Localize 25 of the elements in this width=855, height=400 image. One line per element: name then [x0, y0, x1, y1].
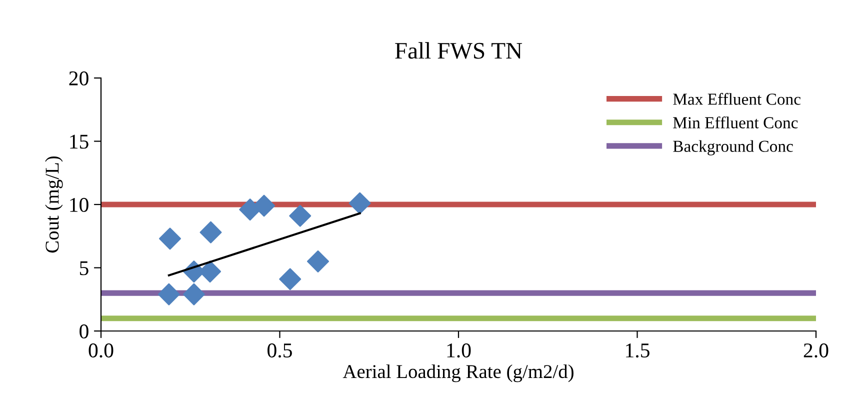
point — [253, 194, 276, 217]
point — [158, 283, 180, 306]
chart-title: Fall FWS TN — [395, 42, 522, 59]
y-tick-label: 15 — [70, 134, 88, 149]
point — [159, 228, 181, 250]
x-tick-label: 1.5 — [626, 344, 650, 358]
y-axis-title: Cout (mg/L) — [45, 156, 63, 253]
point — [279, 268, 302, 290]
legend-label: Max Effluent Conc — [673, 92, 800, 105]
y-tick-label: 10 — [70, 198, 88, 212]
point — [348, 192, 371, 214]
y-tick-label: 5 — [80, 261, 88, 276]
legend-label: Min Effluent Conc — [673, 116, 798, 128]
point — [307, 250, 329, 272]
point — [200, 221, 222, 244]
x-tick-label: 1.0 — [447, 343, 471, 358]
point — [182, 283, 205, 306]
y-tick-label: 0 — [80, 324, 88, 338]
x-tick-label: 0.0 — [88, 343, 114, 358]
x-tick-label: 0.5 — [268, 343, 292, 358]
x-axis-title: Aerial Loading Rate (g/m2/d) — [342, 364, 574, 382]
point — [289, 204, 312, 227]
x-tick-label: 2.0 — [804, 343, 828, 358]
y-tick-label: 20 — [69, 71, 88, 86]
legend-label: Background Conc — [673, 140, 793, 156]
